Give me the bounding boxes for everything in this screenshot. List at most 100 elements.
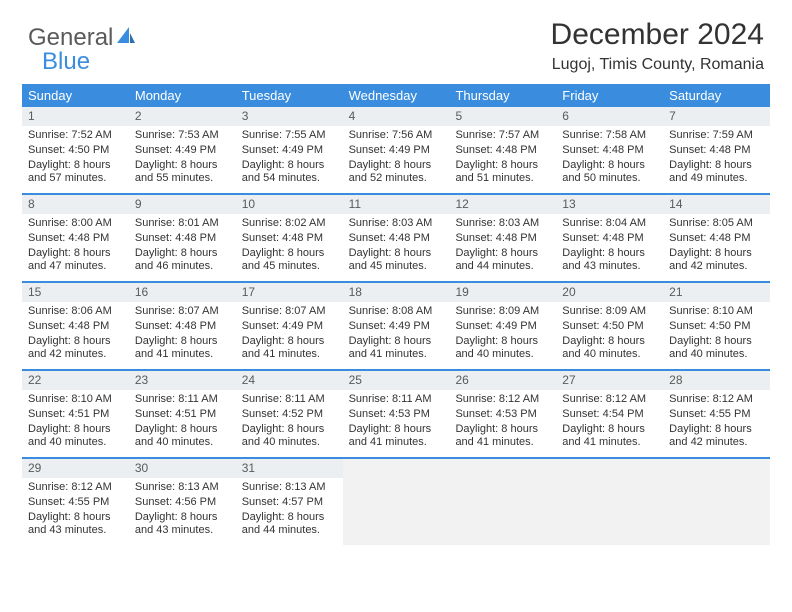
sunset-line: Sunset: 4:50 PM [28,144,123,158]
day-number: 13 [556,195,663,214]
calendar-cell: 2Sunrise: 7:53 AMSunset: 4:49 PMDaylight… [129,107,236,193]
sunset-line: Sunset: 4:48 PM [135,232,230,246]
daylight-line: Daylight: 8 hours and 40 minutes. [242,423,337,451]
calendar-cell-empty [663,459,770,545]
calendar-cell-empty [556,459,663,545]
daylight-line: Daylight: 8 hours and 43 minutes. [28,511,123,539]
sunset-line: Sunset: 4:51 PM [28,408,123,422]
day-number: 5 [449,107,556,126]
sunset-line: Sunset: 4:48 PM [455,144,550,158]
sunrise-line: Sunrise: 7:55 AM [242,129,337,143]
sunrise-line: Sunrise: 8:11 AM [349,393,444,407]
day-number: 15 [22,283,129,302]
daylight-line: Daylight: 8 hours and 41 minutes. [242,335,337,363]
day-info: Sunrise: 8:09 AMSunset: 4:49 PMDaylight:… [449,302,556,369]
daylight-line: Daylight: 8 hours and 45 minutes. [349,247,444,275]
day-number: 8 [22,195,129,214]
sunset-line: Sunset: 4:53 PM [349,408,444,422]
day-number: 9 [129,195,236,214]
calendar-cell: 20Sunrise: 8:09 AMSunset: 4:50 PMDayligh… [556,283,663,369]
calendar-cell: 6Sunrise: 7:58 AMSunset: 4:48 PMDaylight… [556,107,663,193]
sunrise-line: Sunrise: 8:03 AM [455,217,550,231]
day-number: 19 [449,283,556,302]
day-number: 31 [236,459,343,478]
day-info: Sunrise: 7:59 AMSunset: 4:48 PMDaylight:… [663,126,770,193]
calendar-cell: 17Sunrise: 8:07 AMSunset: 4:49 PMDayligh… [236,283,343,369]
day-header: Monday [129,84,236,107]
day-info: Sunrise: 8:03 AMSunset: 4:48 PMDaylight:… [449,214,556,281]
day-number: 10 [236,195,343,214]
day-info: Sunrise: 7:55 AMSunset: 4:49 PMDaylight:… [236,126,343,193]
calendar-cell: 22Sunrise: 8:10 AMSunset: 4:51 PMDayligh… [22,371,129,457]
sunset-line: Sunset: 4:48 PM [562,232,657,246]
day-info: Sunrise: 8:13 AMSunset: 4:56 PMDaylight:… [129,478,236,545]
sunrise-line: Sunrise: 8:12 AM [455,393,550,407]
day-info: Sunrise: 8:11 AMSunset: 4:53 PMDaylight:… [343,390,450,457]
daylight-line: Daylight: 8 hours and 43 minutes. [562,247,657,275]
page-title: December 2024 [551,18,764,52]
daylight-line: Daylight: 8 hours and 41 minutes. [562,423,657,451]
day-number: 3 [236,107,343,126]
header-right: December 2024 Lugoj, Timis County, Roman… [551,18,764,74]
calendar-cell: 13Sunrise: 8:04 AMSunset: 4:48 PMDayligh… [556,195,663,281]
calendar-cell: 4Sunrise: 7:56 AMSunset: 4:49 PMDaylight… [343,107,450,193]
sunset-line: Sunset: 4:57 PM [242,496,337,510]
calendar-cell: 5Sunrise: 7:57 AMSunset: 4:48 PMDaylight… [449,107,556,193]
daylight-line: Daylight: 8 hours and 40 minutes. [562,335,657,363]
sunset-line: Sunset: 4:49 PM [349,144,444,158]
sunset-line: Sunset: 4:48 PM [455,232,550,246]
daylight-line: Daylight: 8 hours and 46 minutes. [135,247,230,275]
calendar-cell: 1Sunrise: 7:52 AMSunset: 4:50 PMDaylight… [22,107,129,193]
sunrise-line: Sunrise: 7:57 AM [455,129,550,143]
day-number: 24 [236,371,343,390]
day-number: 20 [556,283,663,302]
calendar-cell: 9Sunrise: 8:01 AMSunset: 4:48 PMDaylight… [129,195,236,281]
sunrise-line: Sunrise: 8:00 AM [28,217,123,231]
sunset-line: Sunset: 4:49 PM [242,144,337,158]
sunrise-line: Sunrise: 7:58 AM [562,129,657,143]
sunrise-line: Sunrise: 8:10 AM [669,305,764,319]
sunrise-line: Sunrise: 7:53 AM [135,129,230,143]
sunset-line: Sunset: 4:48 PM [669,232,764,246]
day-header: Wednesday [343,84,450,107]
day-number: 23 [129,371,236,390]
day-number: 18 [343,283,450,302]
sunrise-line: Sunrise: 8:13 AM [242,481,337,495]
day-info: Sunrise: 8:12 AMSunset: 4:53 PMDaylight:… [449,390,556,457]
day-number: 11 [343,195,450,214]
daylight-line: Daylight: 8 hours and 43 minutes. [135,511,230,539]
calendar-cell: 30Sunrise: 8:13 AMSunset: 4:56 PMDayligh… [129,459,236,545]
sunset-line: Sunset: 4:53 PM [455,408,550,422]
logo-sail-icon [115,25,137,45]
sunset-line: Sunset: 4:51 PM [135,408,230,422]
day-number: 21 [663,283,770,302]
sunrise-line: Sunrise: 8:10 AM [28,393,123,407]
calendar-week: 15Sunrise: 8:06 AMSunset: 4:48 PMDayligh… [22,281,770,369]
day-number: 7 [663,107,770,126]
daylight-line: Daylight: 8 hours and 40 minutes. [669,335,764,363]
sunset-line: Sunset: 4:55 PM [28,496,123,510]
day-number: 22 [22,371,129,390]
daylight-line: Daylight: 8 hours and 40 minutes. [455,335,550,363]
day-info: Sunrise: 8:08 AMSunset: 4:49 PMDaylight:… [343,302,450,369]
calendar-cell: 28Sunrise: 8:12 AMSunset: 4:55 PMDayligh… [663,371,770,457]
sunset-line: Sunset: 4:54 PM [562,408,657,422]
daylight-line: Daylight: 8 hours and 45 minutes. [242,247,337,275]
day-info: Sunrise: 8:10 AMSunset: 4:50 PMDaylight:… [663,302,770,369]
calendar-week: 1Sunrise: 7:52 AMSunset: 4:50 PMDaylight… [22,107,770,193]
calendar-cell: 18Sunrise: 8:08 AMSunset: 4:49 PMDayligh… [343,283,450,369]
calendar-cell: 10Sunrise: 8:02 AMSunset: 4:48 PMDayligh… [236,195,343,281]
day-info: Sunrise: 8:09 AMSunset: 4:50 PMDaylight:… [556,302,663,369]
sunrise-line: Sunrise: 7:59 AM [669,129,764,143]
day-number: 28 [663,371,770,390]
daylight-line: Daylight: 8 hours and 44 minutes. [455,247,550,275]
day-number: 4 [343,107,450,126]
day-number: 6 [556,107,663,126]
daylight-line: Daylight: 8 hours and 42 minutes. [669,423,764,451]
sunrise-line: Sunrise: 8:13 AM [135,481,230,495]
calendar-cell: 23Sunrise: 8:11 AMSunset: 4:51 PMDayligh… [129,371,236,457]
day-info: Sunrise: 8:06 AMSunset: 4:48 PMDaylight:… [22,302,129,369]
calendar-cell: 8Sunrise: 8:00 AMSunset: 4:48 PMDaylight… [22,195,129,281]
sunset-line: Sunset: 4:49 PM [349,320,444,334]
calendar-cell: 25Sunrise: 8:11 AMSunset: 4:53 PMDayligh… [343,371,450,457]
